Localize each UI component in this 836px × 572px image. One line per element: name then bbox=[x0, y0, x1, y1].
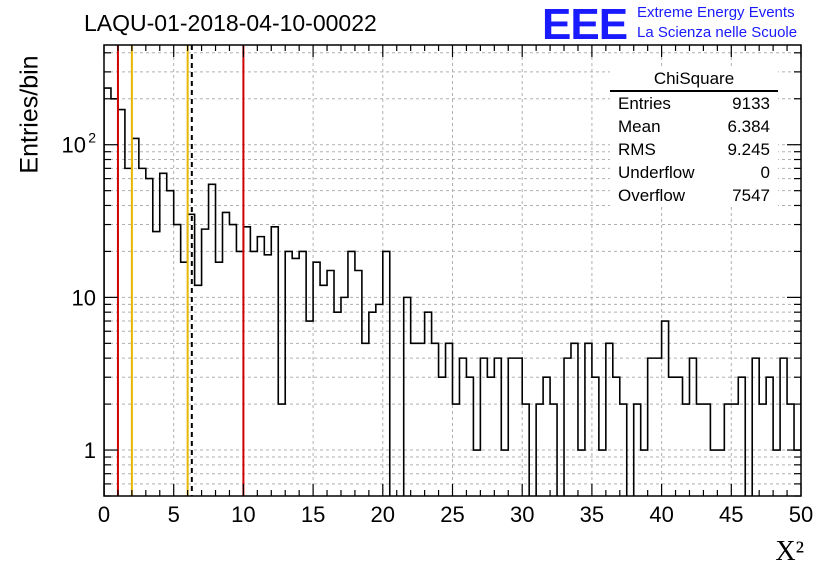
eee-logo: EEE bbox=[542, 0, 628, 49]
stats-value: 6.384 bbox=[727, 117, 770, 136]
stats-label: Overflow bbox=[618, 186, 686, 205]
eee-line1: Extreme Energy Events bbox=[637, 4, 795, 21]
eee-logo-text: Extreme Energy Events La Scienza nelle S… bbox=[637, 3, 797, 43]
stats-row: Entries 9133 bbox=[610, 92, 778, 115]
x-tick-label: 40 bbox=[649, 502, 673, 527]
x-tick-label: 45 bbox=[719, 502, 743, 527]
y-tick-label: 10 bbox=[62, 133, 86, 158]
stats-box: ChiSquare Entries 9133 Mean 6.384 RMS 9.245… bbox=[610, 68, 778, 207]
stats-row: Underflow 0 bbox=[610, 161, 778, 184]
stats-row: RMS 9.245 bbox=[610, 138, 778, 161]
stats-value: 0 bbox=[760, 163, 770, 182]
x-axis-label: X² bbox=[775, 536, 804, 567]
stats-value: 9.245 bbox=[727, 140, 770, 159]
stats-value: 9133 bbox=[732, 94, 770, 113]
stats-label: RMS bbox=[618, 140, 656, 159]
y-tick-label-exponent: 2 bbox=[88, 130, 96, 146]
x-tick-label: 50 bbox=[789, 502, 813, 527]
stats-title: ChiSquare bbox=[610, 68, 778, 92]
x-tick-label: 35 bbox=[580, 502, 604, 527]
stats-row: Overflow 7547 bbox=[610, 184, 778, 207]
x-tick-label: 5 bbox=[168, 502, 180, 527]
y-axis-label: Entries/bin bbox=[15, 55, 44, 174]
x-tick-label: 0 bbox=[98, 502, 110, 527]
histogram-series bbox=[104, 87, 801, 496]
x-tick-label: 25 bbox=[440, 502, 464, 527]
chart-title: LAQU-01-2018-04-10-00022 bbox=[84, 10, 377, 36]
stats-label: Underflow bbox=[618, 163, 695, 182]
x-tick-label: 20 bbox=[371, 502, 395, 527]
stats-value: 7547 bbox=[732, 186, 770, 205]
stats-label: Entries bbox=[618, 94, 671, 113]
y-tick-label: 1 bbox=[84, 438, 96, 463]
eee-line2: La Scienza nelle Scuole bbox=[637, 24, 798, 41]
stats-label: Mean bbox=[618, 117, 661, 136]
y-tick-label: 10 bbox=[72, 285, 96, 310]
stats-row: Mean 6.384 bbox=[610, 115, 778, 138]
x-tick-label: 15 bbox=[301, 502, 325, 527]
x-tick-label: 30 bbox=[510, 502, 534, 527]
x-tick-label: 10 bbox=[231, 502, 255, 527]
